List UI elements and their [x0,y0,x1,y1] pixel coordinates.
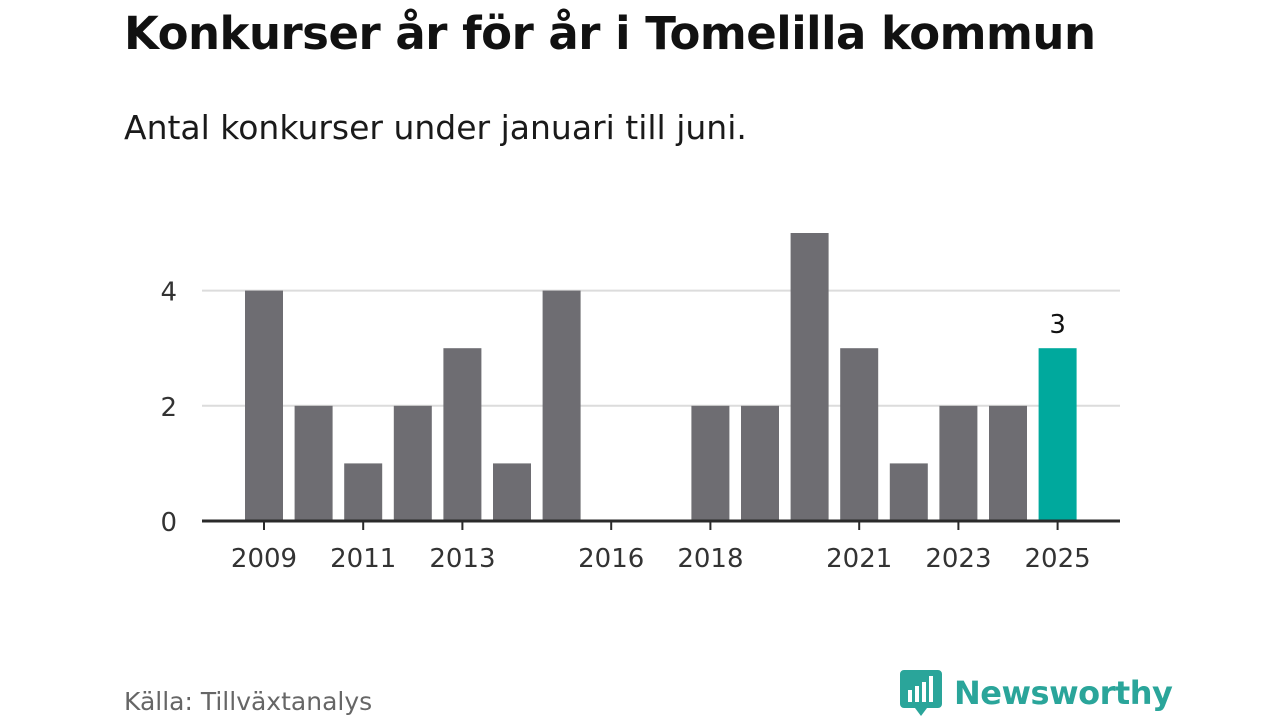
bar-2021 [840,348,879,521]
bar-2011 [344,463,383,521]
chart-subtitle: Antal konkurser under januari till juni. [124,108,747,147]
chart-title: Konkurser år för år i Tomelilla kommun [124,7,1096,60]
x-tick-label: 2025 [1025,544,1091,574]
brand-name: Newsworthy [954,674,1173,712]
x-tick-label: 2011 [330,544,396,574]
x-tick-label: 2021 [826,544,892,574]
source-note: Källa: Tillväxtanalys [124,687,373,716]
x-tick-label: 2018 [677,544,743,574]
bar-2015 [542,290,581,521]
bar-2018 [691,405,730,521]
y-tick-label: 0 [160,508,177,538]
bar-2014 [493,463,531,521]
x-tick-label: 2013 [429,544,495,574]
bar-2022 [889,463,928,521]
bar-2009 [245,290,283,521]
bar-2019 [741,405,779,521]
bar-2023 [939,405,978,521]
bar-2010 [294,405,333,521]
bar-2024 [989,405,1027,521]
x-tick-label: 2009 [231,544,297,574]
newsworthy-bar-chart-bubble-icon [900,670,942,716]
bar-2025 [1038,348,1077,521]
newsworthy-logo: Newsworthy [900,668,1173,718]
y-tick-label: 2 [160,393,177,423]
bar-2020 [790,233,829,521]
y-tick-label: 4 [160,278,177,308]
data-label: 3 [1049,310,1066,340]
x-tick-label: 2023 [925,544,991,574]
bar-2012 [393,405,432,521]
x-tick-label: 2016 [578,544,644,574]
bar-2013 [443,348,482,521]
